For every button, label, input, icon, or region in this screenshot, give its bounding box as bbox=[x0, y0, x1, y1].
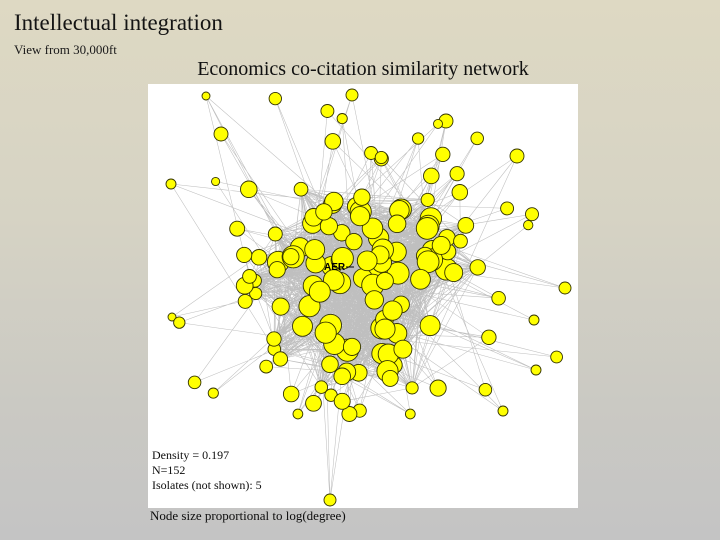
network-node bbox=[237, 293, 253, 309]
network-node bbox=[470, 131, 484, 146]
network-node bbox=[341, 406, 358, 422]
network-node bbox=[453, 233, 468, 249]
network-node bbox=[491, 290, 506, 306]
network-node bbox=[267, 226, 283, 242]
network-node bbox=[356, 250, 378, 272]
network-node bbox=[242, 269, 257, 284]
network-node bbox=[433, 118, 443, 129]
network-node bbox=[558, 281, 572, 295]
network-node bbox=[211, 176, 221, 187]
network-node bbox=[435, 146, 451, 163]
network-node bbox=[478, 382, 493, 397]
network-node bbox=[323, 269, 345, 291]
network-node bbox=[374, 150, 388, 165]
network-node bbox=[314, 321, 337, 344]
network-node bbox=[410, 268, 431, 290]
network-node bbox=[201, 91, 211, 101]
network-node bbox=[213, 126, 229, 142]
network-node bbox=[314, 380, 329, 394]
node-size-caption: Node size proportional to log(degree) bbox=[150, 508, 346, 523]
network-node bbox=[321, 355, 339, 374]
network-node bbox=[411, 132, 425, 145]
network-node bbox=[457, 217, 475, 234]
network-node bbox=[323, 493, 337, 507]
network-node bbox=[431, 235, 451, 255]
network-node bbox=[419, 315, 441, 337]
network-node bbox=[229, 220, 246, 237]
network-node bbox=[259, 359, 274, 374]
network-node bbox=[293, 181, 309, 197]
network-node bbox=[320, 104, 335, 118]
network-node bbox=[350, 206, 371, 227]
network-node bbox=[444, 263, 464, 283]
network-node bbox=[304, 239, 326, 261]
network-node bbox=[173, 316, 186, 329]
network-node bbox=[469, 259, 486, 276]
network-node bbox=[423, 167, 440, 185]
network-node bbox=[451, 184, 469, 201]
network-node bbox=[207, 387, 219, 399]
stat-isolates: Isolates (not shown): 5 bbox=[152, 478, 262, 492]
network-node bbox=[333, 392, 351, 410]
network-node bbox=[308, 280, 331, 303]
network-node bbox=[266, 331, 282, 347]
network-node bbox=[497, 405, 509, 417]
network-node bbox=[525, 207, 539, 222]
network-node bbox=[415, 217, 439, 240]
network-node bbox=[250, 249, 268, 266]
network-node bbox=[523, 219, 534, 231]
network-node bbox=[387, 214, 407, 234]
network-node bbox=[165, 178, 177, 190]
network-node bbox=[167, 312, 177, 322]
network-node bbox=[353, 188, 371, 206]
network-node bbox=[272, 351, 289, 367]
network-node bbox=[550, 350, 563, 364]
network-node bbox=[333, 367, 351, 386]
network-node bbox=[405, 381, 419, 395]
network-node bbox=[305, 394, 322, 412]
network-node bbox=[364, 290, 384, 310]
network-node bbox=[268, 261, 286, 279]
network-node bbox=[481, 329, 497, 345]
network-node bbox=[382, 300, 403, 321]
network-node bbox=[282, 248, 300, 266]
network-node bbox=[509, 148, 525, 164]
network-node bbox=[449, 166, 465, 182]
network-node bbox=[187, 375, 202, 390]
network-node bbox=[530, 364, 542, 376]
network-node bbox=[404, 408, 416, 420]
network-node bbox=[374, 318, 396, 340]
network-node bbox=[375, 271, 394, 290]
network-node bbox=[331, 246, 354, 270]
network-node bbox=[292, 315, 313, 337]
network-node bbox=[342, 337, 362, 356]
network-panel: AER Density = 0.197 N=152 Isolates (not … bbox=[148, 84, 578, 508]
network-node bbox=[292, 408, 304, 420]
network-node bbox=[336, 113, 348, 125]
network-node bbox=[345, 232, 363, 251]
slide-subtitle: View from 30,000ft bbox=[14, 42, 117, 57]
network-node bbox=[345, 88, 359, 102]
stat-density: Density = 0.197 bbox=[152, 448, 230, 462]
network-node bbox=[240, 180, 258, 199]
network-node bbox=[500, 201, 515, 216]
network-node bbox=[324, 133, 342, 150]
slide-title: Intellectual integration bbox=[14, 10, 223, 35]
network-node bbox=[315, 203, 333, 221]
network-node bbox=[528, 314, 540, 326]
network-node bbox=[268, 91, 282, 106]
node-label-aer: AER bbox=[324, 262, 346, 273]
network-node bbox=[381, 369, 399, 387]
network-stats: Density = 0.197 N=152 Isolates (not show… bbox=[152, 448, 262, 493]
network-node bbox=[429, 379, 447, 397]
network-node bbox=[393, 339, 413, 359]
network-node bbox=[271, 297, 290, 316]
stat-n: N=152 bbox=[152, 463, 186, 477]
network-node bbox=[282, 385, 300, 403]
network-node bbox=[236, 246, 253, 263]
co-citation-network-graph: AER bbox=[165, 88, 572, 507]
network-heading: Economics co-citation similarity network bbox=[197, 58, 529, 80]
network-node bbox=[420, 192, 435, 207]
network-node bbox=[361, 217, 384, 240]
